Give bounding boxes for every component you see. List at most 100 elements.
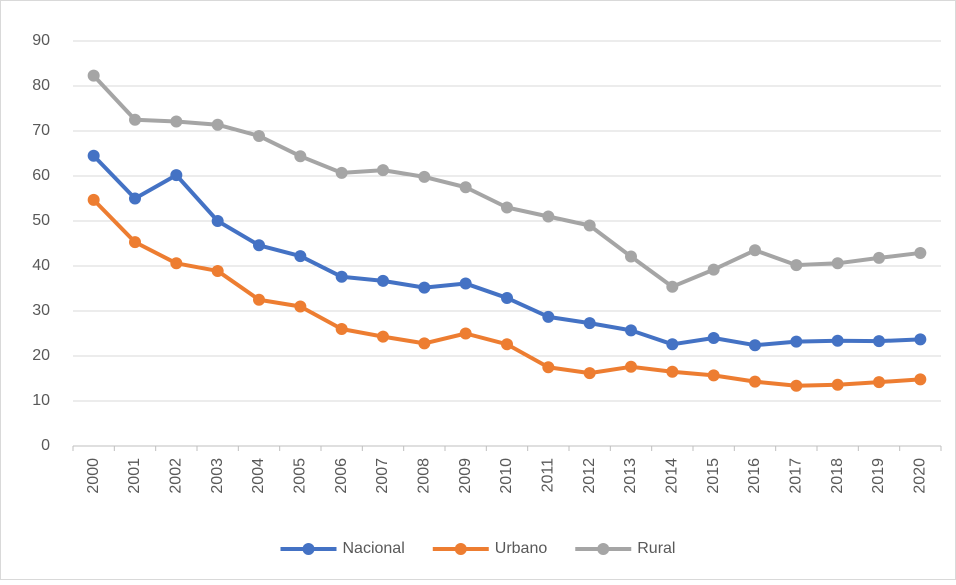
data-point (294, 250, 307, 263)
data-point (831, 378, 844, 391)
data-point (914, 333, 927, 346)
x-tick-label: 2017 (788, 458, 805, 494)
x-tick-label: 2013 (622, 458, 639, 494)
data-point (873, 335, 885, 348)
x-tick-label: 2004 (250, 458, 267, 494)
x-tick-label: 2006 (333, 458, 350, 494)
data-point (418, 281, 431, 294)
y-tick-label: 40 (32, 257, 50, 274)
data-point (87, 149, 100, 162)
x-tick-label: 2018 (829, 458, 846, 494)
data-point (914, 246, 927, 259)
data-point (501, 338, 513, 351)
x-tick-label: 2005 (292, 458, 309, 494)
data-point (749, 339, 761, 352)
data-point (790, 259, 803, 272)
data-point (211, 264, 224, 277)
data-point (459, 327, 472, 340)
data-point (377, 164, 389, 177)
y-tick-label: 70 (32, 122, 50, 139)
data-point (294, 300, 307, 313)
legend-marker (597, 543, 610, 555)
data-point (459, 277, 472, 290)
data-point (501, 201, 513, 214)
x-tick-label: 2019 (870, 458, 887, 494)
legend-label: Urbano (495, 540, 548, 557)
legend-label: Rural (637, 540, 675, 557)
data-point (459, 181, 472, 194)
data-point (211, 215, 224, 227)
data-point (335, 270, 348, 283)
x-tick-label: 2009 (457, 458, 474, 494)
data-point (707, 263, 720, 276)
data-point (625, 250, 637, 263)
data-point (790, 379, 803, 392)
data-point (253, 239, 265, 252)
x-tick-label: 2020 (912, 458, 929, 494)
data-point (335, 166, 348, 179)
y-tick-label: 80 (32, 77, 50, 94)
y-tick-label: 0 (41, 437, 50, 454)
x-tick-label: 2011 (540, 458, 557, 493)
data-point (501, 291, 513, 304)
data-point (583, 219, 596, 232)
data-point (666, 280, 679, 293)
y-tick-label: 50 (32, 212, 50, 229)
data-point (87, 69, 100, 82)
y-tick-label: 10 (32, 392, 50, 409)
data-point (253, 129, 265, 142)
data-point (129, 113, 141, 126)
legend-marker (454, 543, 467, 555)
data-point (542, 210, 555, 223)
y-tick-label: 20 (32, 347, 50, 364)
data-point (335, 323, 348, 335)
data-point (749, 244, 761, 257)
x-tick-label: 2003 (209, 458, 226, 494)
data-point (831, 334, 844, 347)
x-tick-label: 2016 (746, 458, 763, 494)
data-point (873, 251, 885, 264)
x-tick-label: 2000 (85, 458, 102, 494)
data-point (170, 257, 183, 270)
y-tick-label: 90 (32, 32, 50, 49)
x-tick-label: 2014 (664, 458, 681, 494)
x-tick-label: 2002 (168, 458, 185, 494)
data-point (542, 310, 555, 323)
data-point (170, 115, 183, 128)
data-point (914, 373, 927, 386)
x-tick-label: 2001 (126, 458, 143, 494)
data-point (418, 170, 431, 183)
data-point (873, 376, 885, 389)
data-point (87, 193, 100, 206)
x-tick-label: 2010 (498, 458, 515, 494)
data-point (831, 257, 844, 270)
y-tick-label: 60 (32, 167, 50, 184)
data-point (129, 192, 141, 205)
data-point (542, 361, 555, 374)
y-tick-label: 30 (32, 302, 50, 319)
legend-marker (302, 543, 315, 555)
data-point (294, 150, 307, 163)
data-point (625, 324, 637, 337)
data-point (583, 367, 596, 380)
data-point (707, 332, 720, 344)
data-point (666, 338, 679, 351)
data-point (377, 330, 389, 343)
data-point (377, 274, 389, 287)
data-point (707, 369, 720, 382)
legend-label: Nacional (343, 540, 405, 557)
data-point (583, 317, 596, 330)
data-point (129, 236, 141, 249)
data-point (211, 118, 224, 131)
x-tick-label: 2008 (416, 458, 433, 494)
data-point (625, 360, 637, 373)
x-tick-label: 2007 (374, 458, 391, 494)
data-point (253, 293, 265, 306)
data-point (749, 375, 761, 388)
data-point (790, 335, 803, 348)
data-point (418, 337, 431, 350)
data-point (170, 169, 183, 182)
